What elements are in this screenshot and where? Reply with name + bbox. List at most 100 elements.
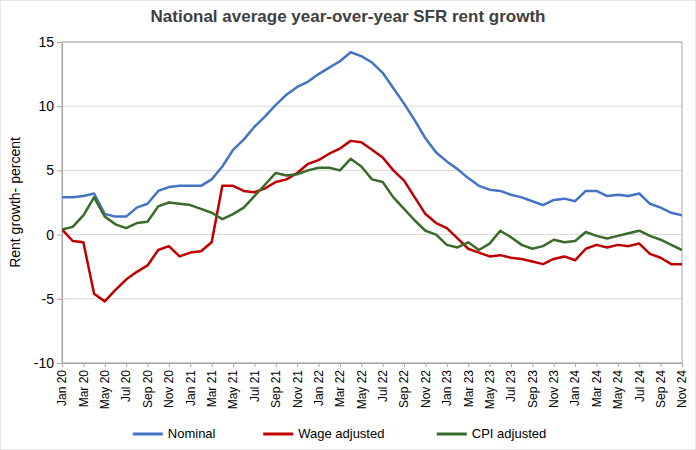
y-axis-line [57,43,63,364]
x-tick-mark [532,363,533,367]
x-tick-label: Nov 24 [675,370,689,408]
x-tick-label: Jul 23 [504,370,518,402]
x-tick: Nov 23 [547,363,561,408]
plot-frame [62,42,682,363]
x-tick: Sep 23 [526,363,540,408]
y-tick-mark [57,299,62,300]
x-tick: Mar 22 [333,363,347,407]
y-tick: 5 [46,162,62,178]
x-tick: Nov 24 [675,363,689,408]
x-tick-label: Mar 24 [590,370,604,408]
y-axis: -10 -5 0 5 10 15 [34,34,63,371]
y-tick-mark [57,106,62,107]
x-tick: Jan 23 [440,363,454,406]
x-tick: Mar 21 [205,363,219,407]
x-tick: Jan 24 [568,363,582,406]
x-tick-mark [682,363,683,367]
x-tick-mark [62,363,63,367]
x-tick-mark [490,363,491,367]
x-tick-mark [190,363,191,367]
x-tick: Nov 20 [162,363,176,408]
x-tick: Sep 21 [269,363,283,408]
y-tick: 0 [46,227,62,243]
x-tick-mark [383,363,384,367]
x-tick-label: Sep 21 [269,370,283,408]
y-tick-label: 0 [46,227,54,243]
chart: National average year-over-year SFR rent… [0,0,696,450]
x-tick-label: Nov 23 [547,370,561,408]
grid-line [62,170,682,171]
x-tick-label: Sep 24 [654,370,668,408]
series-line [62,52,682,216]
x-tick: Jul 22 [376,363,390,402]
x-tick: Mar 23 [462,363,476,407]
x-tick: Nov 21 [291,363,305,408]
x-tick-mark [596,363,597,367]
y-tick-label: 10 [38,98,54,114]
x-tick: Jul 23 [504,363,518,402]
x-tick: Mar 20 [77,363,91,407]
x-tick: Sep 20 [141,363,155,408]
x-tick-label: Nov 21 [291,370,305,408]
x-tick: Jan 20 [55,363,69,406]
x-axis-line [63,364,683,368]
x-tick: Nov 22 [419,363,433,408]
grid-line [62,298,682,299]
x-tick-mark [661,363,662,367]
legend-swatch [263,433,293,436]
legend-label: CPI adjusted [472,426,546,441]
x-tick-label: May 23 [483,370,497,410]
x-tick-mark [618,363,619,367]
x-tick-label: Nov 22 [419,370,433,408]
x-tick-label: Jul 20 [119,370,133,402]
x-tick-label: Jan 21 [184,370,198,406]
x-tick-mark [319,363,320,367]
x-tick-label: Jan 24 [568,370,582,406]
y-tick-mark [57,170,62,171]
lines [62,52,682,301]
x-tick-label: Mar 23 [462,370,476,408]
x-tick-mark [276,363,277,367]
y-tick-mark [57,42,62,43]
title: National average year-over-year SFR rent… [151,7,546,26]
x-tick-label: Jan 22 [312,370,326,406]
y-tick-label: 15 [38,34,54,50]
x-tick-label: Jul 24 [633,370,647,402]
x-tick-mark [126,363,127,367]
series-line [62,159,682,250]
legend: NominalWage adjustedCPI adjusted [133,426,546,441]
y-tick-label: -10 [34,355,54,371]
y-tick: -10 [34,355,62,371]
x-tick-label: Jul 21 [248,370,262,402]
y-tick-mark [57,235,62,236]
x-tick: Mar 24 [590,363,604,407]
x-tick-mark [169,363,170,367]
y-tick: 10 [38,98,62,114]
x-tick-label: May 20 [98,370,112,410]
background [0,0,696,450]
x-tick-mark [361,363,362,367]
x-tick-label: Jan 20 [55,370,69,406]
x-tick: Jan 21 [184,363,198,406]
x-tick: Sep 24 [654,363,668,408]
x-tick-label: Sep 22 [397,370,411,408]
x-tick: Sep 22 [397,363,411,408]
grid [62,42,682,363]
x-tick-label: Nov 20 [162,370,176,408]
x-tick-label: Mar 21 [205,370,219,408]
x-tick-mark [105,363,106,367]
y-axis-title: Rent growth- percent [7,137,23,268]
legend-swatch [437,433,467,436]
x-tick-mark [511,363,512,367]
x-tick-label: Mar 20 [77,370,91,408]
y-tick-label: -5 [42,291,55,307]
x-tick-mark [425,363,426,367]
y-tick-label: 5 [46,162,54,178]
x-tick-mark [468,363,469,367]
x-tick-mark [404,363,405,367]
x-tick-mark [575,363,576,367]
x-tick-mark [639,363,640,367]
x-tick-label: Jan 23 [440,370,454,406]
x-tick-label: Sep 23 [526,370,540,408]
x-tick-mark [554,363,555,367]
